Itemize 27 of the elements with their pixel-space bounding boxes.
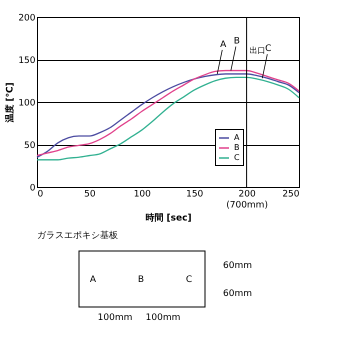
text: 100mm <box>146 313 180 323</box>
legend-label: C <box>234 153 240 162</box>
y-tick-label: 200 <box>18 14 36 24</box>
text: B <box>138 275 144 285</box>
legend-label: A <box>234 133 240 142</box>
text: 60mm <box>223 261 252 271</box>
x-tick-label: 250 <box>282 190 300 200</box>
text: ガラスエポキシ基板 <box>37 230 118 241</box>
annotation: C <box>265 44 272 54</box>
ref-line-label: 出口 <box>250 46 266 55</box>
x-tick-label: 50 <box>84 190 96 200</box>
y-tick-label: 150 <box>18 56 36 66</box>
legend-label: B <box>234 143 240 152</box>
x-tick-label: 150 <box>186 190 204 200</box>
x-tick-label: 200 (700mm) <box>226 190 268 210</box>
text: 100mm <box>98 313 132 323</box>
y-tick-label: 100 <box>18 98 36 108</box>
text: C <box>186 275 192 285</box>
x-axis-title: 時間 [sec] <box>145 212 192 224</box>
x-tick-label: 100 <box>134 190 152 200</box>
annotation: B <box>234 36 240 47</box>
annotation: A <box>220 40 228 50</box>
y-tick-label: 50 <box>24 141 36 151</box>
text: A <box>90 275 97 285</box>
y-axis-title: 温度 [℃] <box>4 82 16 124</box>
text: 60mm <box>223 289 252 299</box>
x-tick-label: 0 <box>38 190 44 200</box>
